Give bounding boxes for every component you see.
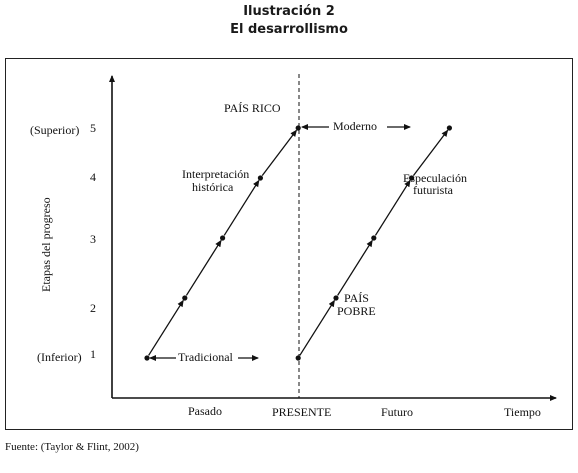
x-axis-title: Tiempo xyxy=(504,405,541,419)
future-segment-4 xyxy=(412,129,449,176)
historical-segment-4 xyxy=(261,129,297,176)
label-historical-2: histórica xyxy=(192,180,234,194)
x-label-past: Pasado xyxy=(188,404,222,418)
label-speculation-2: futurista xyxy=(413,183,454,197)
figure-title: Ilustración 2 xyxy=(243,4,335,19)
historical-stage-point-1 xyxy=(144,355,150,361)
x-label-future: Futuro xyxy=(381,405,413,419)
future-stage-point-5 xyxy=(446,125,452,131)
label-poor-2: POBRE xyxy=(337,304,376,318)
future-stage-point-1 xyxy=(295,355,301,361)
y-tick-4: 4 xyxy=(90,170,96,184)
historical-stage-point-3 xyxy=(220,235,226,241)
y-bottom-label: (Inferior) xyxy=(37,350,82,364)
x-label-present: PRESENTE xyxy=(272,405,331,419)
future-segment-3 xyxy=(374,179,411,236)
historical-segment-2 xyxy=(185,239,222,296)
y-top-label: (Superior) xyxy=(30,123,79,137)
y-axis-title: Etapas del progreso xyxy=(39,197,53,292)
historical-segment-3 xyxy=(223,179,260,236)
label-historical-1: Interpretación xyxy=(182,167,249,181)
future-stage-point-4 xyxy=(409,175,415,181)
historical-segment-1 xyxy=(148,299,184,356)
historical-stage-point-2 xyxy=(182,295,188,301)
future-segment-2 xyxy=(337,239,373,296)
figure-source: Fuente: (Taylor & Flint, 2002) xyxy=(5,441,139,453)
figure-subtitle: El desarrollismo xyxy=(230,22,348,37)
historical-stage-point-5 xyxy=(295,125,301,131)
label-poor-1: PAÍS xyxy=(344,291,369,305)
y-tick-1: 1 xyxy=(90,347,96,361)
label-rich-country: PAÍS RICO xyxy=(224,101,281,115)
label-speculation-1: Especulación xyxy=(403,171,467,185)
y-tick-3: 3 xyxy=(90,232,96,246)
diagram-frame xyxy=(5,58,573,430)
y-tick-2: 2 xyxy=(90,301,96,315)
future-stage-point-3 xyxy=(371,235,377,241)
future-segment-1 xyxy=(299,299,335,356)
future-stage-point-2 xyxy=(333,295,339,301)
y-tick-5: 5 xyxy=(90,121,96,135)
historical-stage-point-4 xyxy=(257,175,263,181)
